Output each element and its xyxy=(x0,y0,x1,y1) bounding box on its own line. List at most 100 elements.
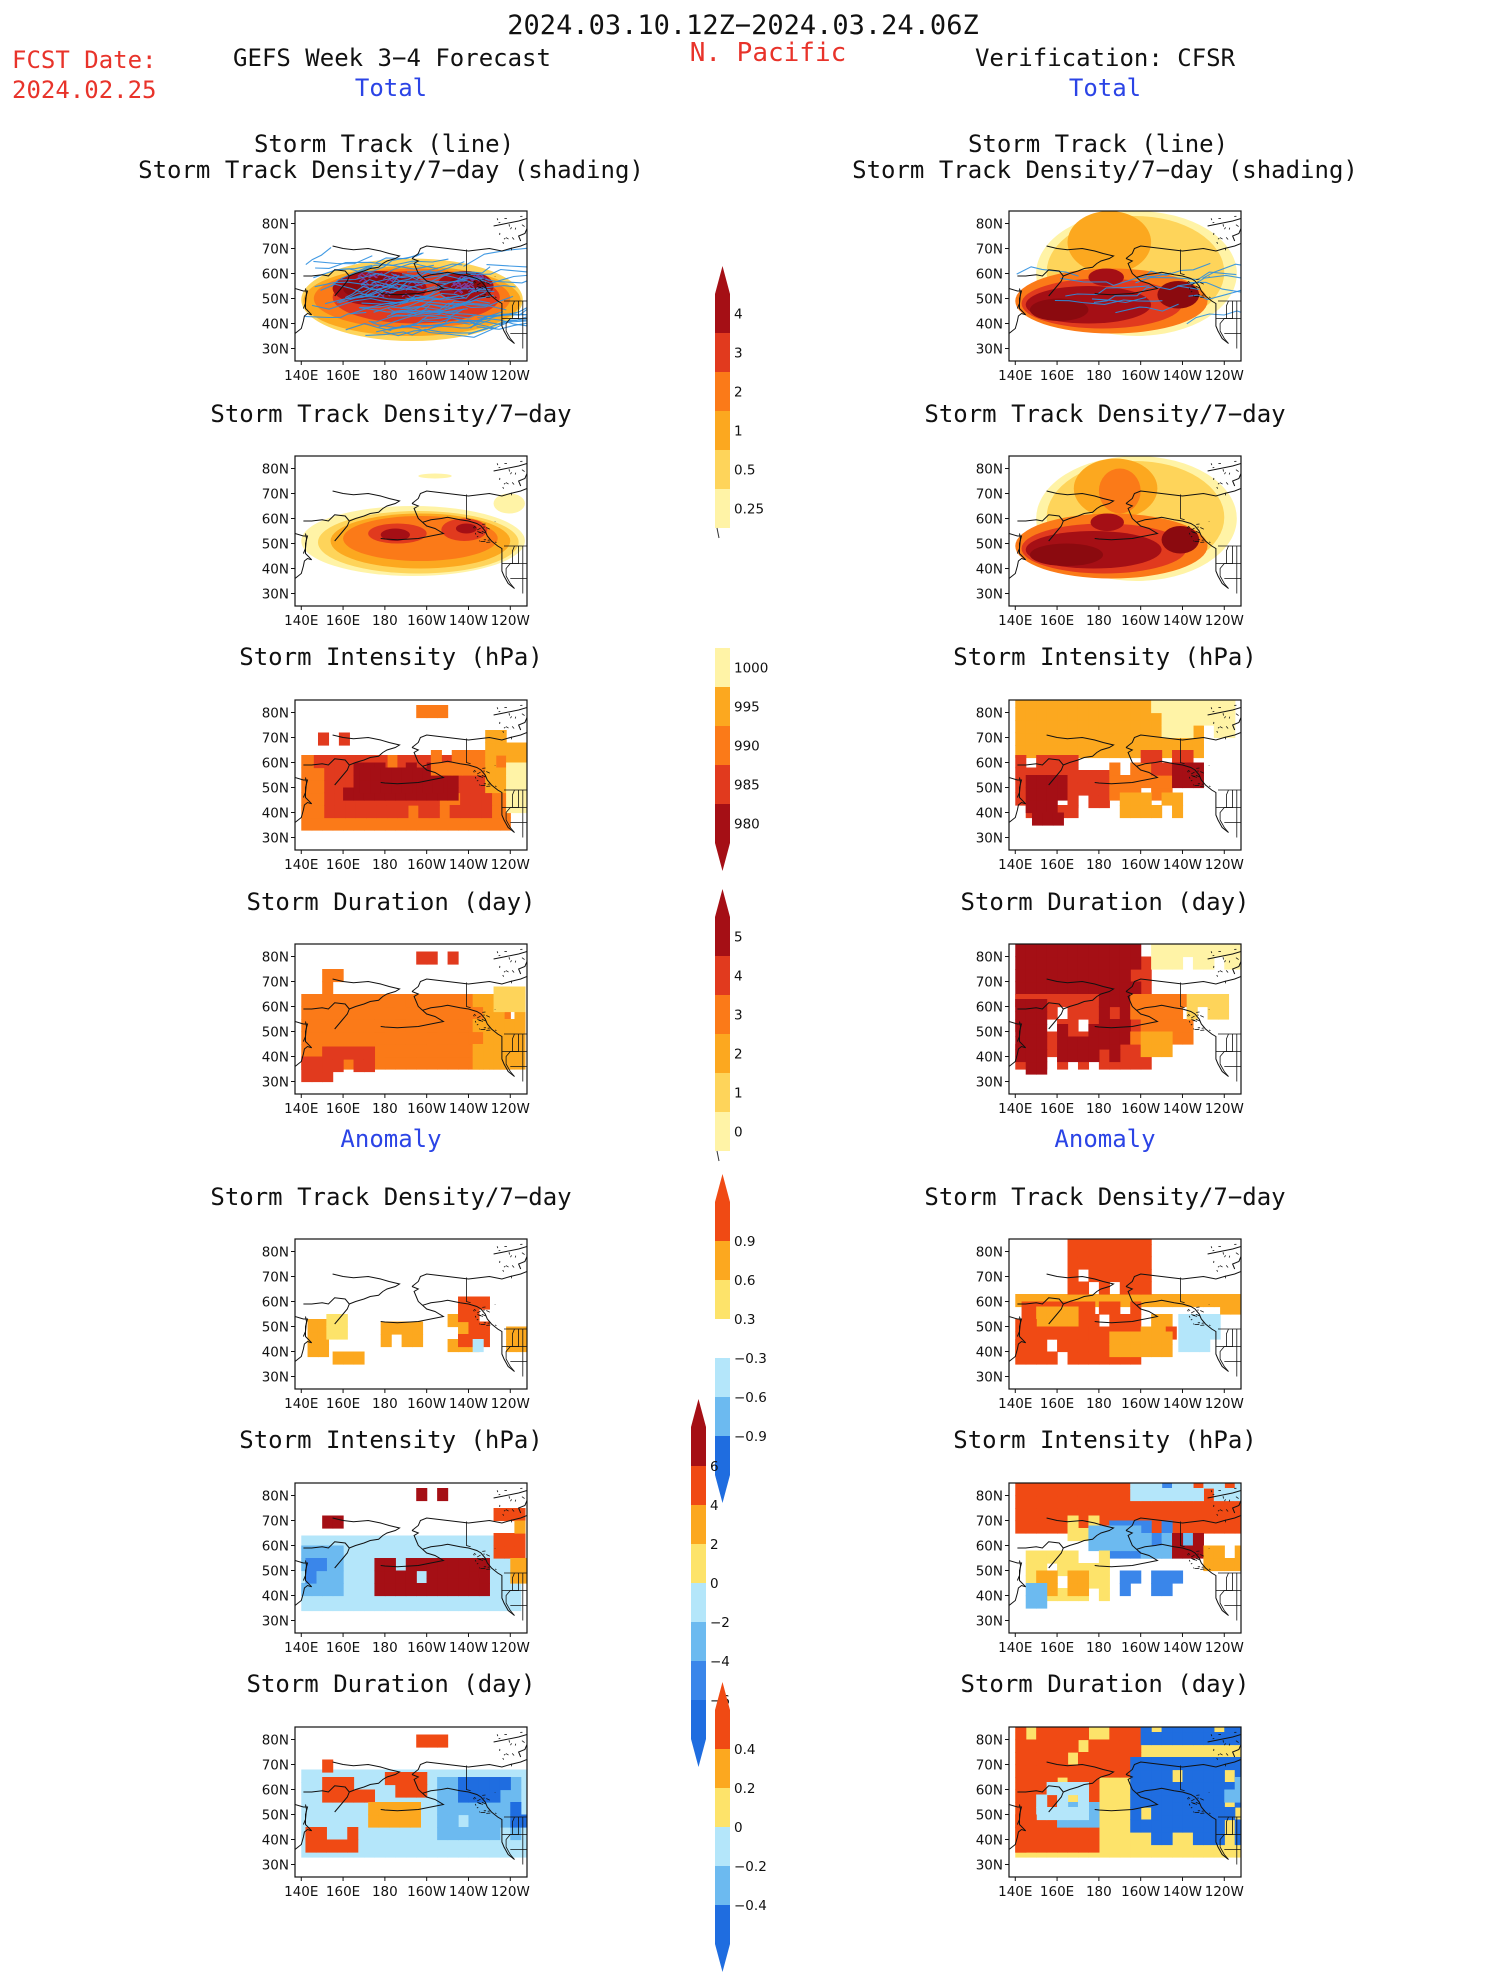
map-grid-cell xyxy=(379,1815,390,1828)
map-grid-cell xyxy=(1182,1745,1193,1758)
map-grid-cell xyxy=(1036,695,1047,708)
map-grid-cell xyxy=(333,1007,344,1020)
lon-tick-label: 140W xyxy=(1163,857,1202,873)
map-grid-cell xyxy=(458,1057,469,1070)
map-grid-cell xyxy=(427,1044,438,1057)
map-grid-cell xyxy=(395,1044,406,1057)
map-grid-cell xyxy=(354,1059,365,1072)
map-grid-cell xyxy=(364,1548,375,1561)
map-grid-cell xyxy=(1047,1032,1058,1045)
lat-tick-label: 50N xyxy=(976,781,1003,797)
coastline xyxy=(1229,717,1230,719)
colorbar-label: 3 xyxy=(734,1008,743,1024)
coastline xyxy=(497,1490,498,1492)
map-grid-cell xyxy=(1203,1476,1214,1489)
coastline xyxy=(1226,790,1228,808)
lon-tick-label: 160E xyxy=(1040,1396,1074,1412)
map-grid-cell xyxy=(316,1840,327,1853)
map-grid-cell xyxy=(402,1334,413,1347)
map-grid-cell xyxy=(333,1807,344,1820)
map-grid-cell xyxy=(385,1832,396,1845)
map-grid-cell xyxy=(1120,1752,1131,1765)
map-grid-cell xyxy=(1026,1496,1037,1509)
map-grid-cell xyxy=(1026,1752,1037,1765)
map-grid-cell xyxy=(514,999,525,1012)
coastline xyxy=(522,1741,525,1743)
map-grid-cell xyxy=(437,1735,448,1748)
map-grid-cell xyxy=(458,1578,469,1591)
colorbar-swatch xyxy=(715,333,730,372)
map-grid-cell xyxy=(1026,775,1037,788)
map-grid-cell xyxy=(1130,805,1141,818)
map-grid-cell xyxy=(1068,1483,1079,1496)
map-grid-cell xyxy=(437,1057,448,1070)
lat-tick-label: 70N xyxy=(976,242,1003,258)
map-grid-cell xyxy=(1026,1024,1037,1037)
colorbar-label: 0.3 xyxy=(734,1312,755,1328)
map-grid-cell xyxy=(1141,750,1152,763)
lon-tick-label: 140E xyxy=(998,1101,1032,1117)
map-grid-cell xyxy=(1109,1845,1120,1858)
coastline xyxy=(495,786,496,787)
map-grid-cell xyxy=(1078,1352,1089,1365)
map-grid-cell xyxy=(1235,1820,1246,1833)
map-grid-cell xyxy=(1120,1044,1131,1057)
lon-tick-label: 160E xyxy=(326,368,360,384)
map-grid-cell xyxy=(1130,1740,1141,1753)
map-grid-cell xyxy=(1099,1032,1110,1045)
colorbar-swatch xyxy=(715,1241,730,1280)
map-grid-cell xyxy=(1235,1558,1246,1571)
map-grid-cell xyxy=(385,1772,396,1785)
map-grid-cell xyxy=(1042,813,1053,826)
map-grid-cell xyxy=(1235,1508,1246,1521)
map-grid-cell xyxy=(1193,1770,1204,1783)
title-density-left: Storm Track Density/7−day xyxy=(210,400,571,428)
map-grid-cell xyxy=(322,1598,333,1611)
lon-tick-label: 140W xyxy=(1163,613,1202,629)
map-grid-cell xyxy=(1214,1546,1225,1559)
map-grid-cell xyxy=(489,818,500,831)
coastline xyxy=(1209,297,1210,298)
map-grid-cell xyxy=(510,1558,521,1571)
total-label-left: Total xyxy=(355,74,427,102)
map-grid-cell xyxy=(1015,969,1026,982)
map-grid-cell xyxy=(479,1536,490,1549)
map-grid-cell xyxy=(1203,1782,1214,1795)
map-grid-cell xyxy=(1047,1327,1058,1340)
map-grid-cell xyxy=(1057,1752,1068,1765)
map-grid-cell xyxy=(395,1571,406,1584)
map-grid-cell xyxy=(1015,720,1026,733)
colorbar-swatch xyxy=(715,450,730,489)
colorbar-label: 5 xyxy=(734,930,743,946)
map-grid-cell xyxy=(517,743,528,756)
lon-tick-label: 140E xyxy=(284,1884,318,1900)
map-grid-cell xyxy=(1172,1488,1183,1501)
map-grid-cell xyxy=(1026,1765,1037,1778)
map-grid-cell xyxy=(1036,982,1047,995)
coastline xyxy=(515,717,516,719)
total-label-right: Total xyxy=(1069,74,1141,102)
lon-tick-label: 160E xyxy=(1040,1640,1074,1656)
lon-tick-label: 160E xyxy=(326,1640,360,1656)
coastline xyxy=(412,1272,527,1287)
map-grid-cell xyxy=(1162,1332,1173,1345)
map-grid-cell xyxy=(1078,1339,1089,1352)
lon-tick-label: 120W xyxy=(491,1101,530,1117)
map-grid-cell xyxy=(1120,1538,1131,1551)
lat-tick-label: 60N xyxy=(976,267,1003,283)
colorbar-swatch xyxy=(715,765,730,804)
map-grid-cell xyxy=(1036,1049,1047,1062)
lon-tick-label: 180 xyxy=(372,1884,398,1900)
map-grid-cell xyxy=(468,1802,479,1815)
map-grid-cell xyxy=(1182,750,1193,763)
map-grid-cell xyxy=(489,1827,500,1840)
map-grid-cell xyxy=(429,805,440,818)
map-grid-cell xyxy=(468,1815,479,1828)
coastline xyxy=(1217,975,1218,977)
map-grid-cell xyxy=(1203,1820,1214,1833)
map-grid-cell xyxy=(1141,793,1152,806)
map-grid-cell xyxy=(1120,1483,1131,1496)
map-grid-cell xyxy=(1026,1802,1037,1815)
